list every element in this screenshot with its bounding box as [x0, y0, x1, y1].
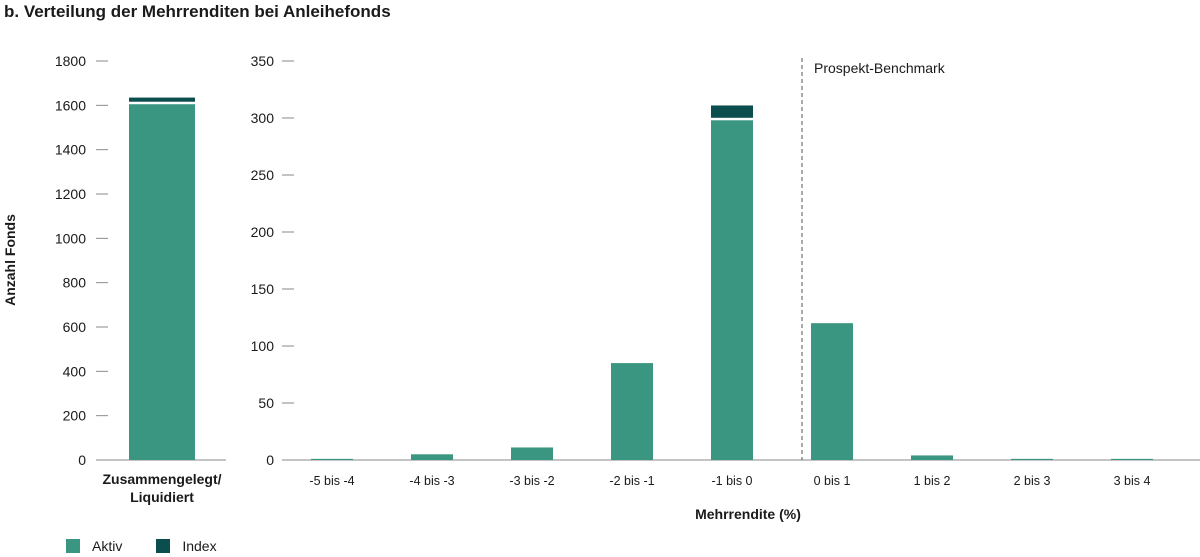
legend: Aktiv Index — [66, 538, 251, 554]
bar-left-index — [129, 97, 195, 102]
y-tick-label-right: 250 — [251, 167, 275, 183]
y-axis-label: Anzahl Fonds — [2, 214, 18, 306]
y-tick-label-right: 0 — [266, 452, 274, 468]
x-tick-label: -5 bis -4 — [309, 474, 354, 488]
bar-aktiv — [511, 447, 553, 460]
bar-aktiv — [711, 120, 753, 460]
x-tick-label: -1 bis 0 — [712, 474, 753, 488]
y-tick-label-right: 50 — [258, 395, 274, 411]
bar-aktiv — [311, 458, 353, 460]
y-tick-label-right: 100 — [251, 338, 275, 354]
bar-aktiv — [411, 454, 453, 460]
legend-swatch-index — [156, 539, 171, 553]
x-tick-label: -2 bis -1 — [609, 474, 654, 488]
bar-aktiv — [911, 455, 953, 460]
right-chart: 0 50 100 150 200 250 300 350 -5 bis -4 -4 bis -3 -… — [251, 53, 1200, 522]
y-tick-label-left: 1200 — [55, 186, 86, 202]
x-tick-label-left: Zusammengelegt/ — [102, 471, 221, 487]
y-tick-label-right: 150 — [251, 281, 275, 297]
y-tick-label-left: 1400 — [55, 142, 86, 158]
x-tick-label: 2 bis 3 — [1014, 474, 1051, 488]
y-tick-label-left: 1600 — [55, 97, 86, 113]
benchmark-annotation: Prospekt-Benchmark — [814, 60, 946, 76]
bar-aktiv — [811, 323, 853, 460]
bar-left-aktiv — [129, 104, 195, 460]
x-tick-label: 0 bis 1 — [814, 474, 851, 488]
legend-label-aktiv: Aktiv — [92, 538, 123, 554]
x-tick-label: -4 bis -3 — [409, 474, 454, 488]
bar-aktiv — [1111, 458, 1153, 460]
x-tick-label: 1 bis 2 — [914, 474, 951, 488]
y-tick-label-left: 600 — [63, 319, 87, 335]
bar-aktiv — [1011, 458, 1053, 460]
legend-item-aktiv: Aktiv — [66, 538, 122, 554]
bar-aktiv — [611, 363, 653, 460]
y-tick-label-right: 350 — [251, 53, 275, 69]
x-tick-label: -3 bis -2 — [509, 474, 554, 488]
y-tick-label-left: 400 — [63, 363, 87, 379]
x-axis-label: Mehrrendite (%) — [695, 506, 801, 522]
left-chart: 0 200 400 600 800 1000 1200 1400 1600 1800 Anzahl … — [2, 53, 226, 505]
y-tick-label-right: 300 — [251, 110, 275, 126]
y-tick-label-right: 200 — [251, 224, 275, 240]
legend-label-index: Index — [182, 538, 217, 554]
y-tick-label-left: 800 — [63, 275, 87, 291]
x-tick-label: 3 bis 4 — [1114, 474, 1151, 488]
bar-index — [711, 105, 753, 118]
y-tick-label-left: 1000 — [55, 230, 86, 246]
legend-item-index: Index — [156, 538, 217, 554]
y-tick-label-left: 1800 — [55, 53, 86, 69]
x-tick-label-left: Liquidiert — [130, 489, 194, 505]
chart-title: b. Verteilung der Mehrrenditen bei Anlei… — [4, 2, 391, 21]
y-tick-label-left: 200 — [63, 408, 87, 424]
y-tick-label-left: 0 — [78, 452, 86, 468]
legend-swatch-aktiv — [66, 539, 80, 553]
